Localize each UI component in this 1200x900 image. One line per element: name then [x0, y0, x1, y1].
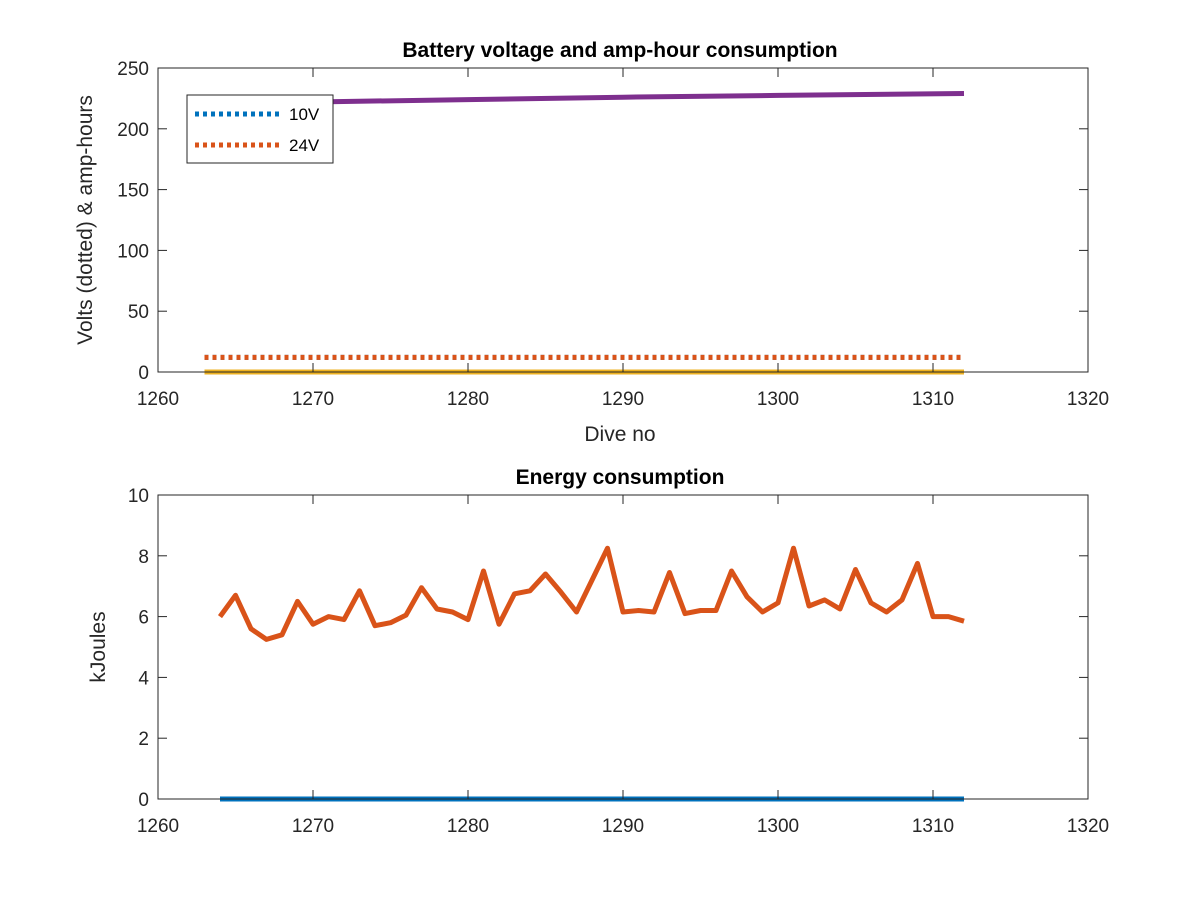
chart2-y-axis-label: kJoules [87, 611, 110, 682]
chart1-x-axis-label: Dive no [584, 423, 655, 446]
chart2-x-tick-label: 1270 [292, 816, 334, 837]
chart1-x-tick-label: 1280 [447, 389, 489, 410]
chart2-y-tick-label: 2 [138, 729, 149, 750]
chart2-x-tick-label: 1320 [1067, 816, 1109, 837]
chart1-x-tick-label: 1260 [137, 389, 179, 410]
chart1-y-axis-label: Volts (dotted) & amp-hours [74, 95, 97, 345]
chart-battery-voltage: 1260 1270 1280 1290 1300 1310 1320 0 50 100 150 200… [74, 39, 1109, 446]
chart2-x-tick-label: 1290 [602, 816, 644, 837]
chart2-series-line-s2 [217, 545, 965, 642]
chart2-y-tick-label: 8 [138, 547, 149, 568]
chart2-x-tick-label: 1260 [137, 816, 179, 837]
chart1-y-tick-label: 200 [117, 120, 149, 141]
chart2-y-tick-label: 10 [128, 486, 149, 507]
chart2-x-tick-label: 1310 [912, 816, 954, 837]
legend-entry-10v: 10V [289, 105, 320, 124]
chart2-y-tick-label: 4 [138, 668, 149, 689]
chart1-x-tick-label: 1300 [757, 389, 799, 410]
chart2-y-tick-label: 0 [138, 790, 149, 811]
chart2-x-tick-label: 1300 [757, 816, 799, 837]
chart1-legend: 10V 24V [186, 94, 334, 164]
chart1-y-tick-label: 250 [117, 59, 149, 80]
chart1-x-tick-label: 1320 [1067, 389, 1109, 410]
chart2-x-tick-label: 1280 [447, 816, 489, 837]
chart1-tick-layer: 1260 1270 1280 1290 1300 1310 1320 0 50 100 150 200… [117, 59, 1109, 410]
chart2-tick-layer: 1260 1270 1280 1290 1300 1310 1320 0 2 4 6 8 10 [128, 486, 1109, 837]
chart1-y-tick-label: 50 [128, 302, 149, 323]
chart1-x-tick-label: 1310 [912, 389, 954, 410]
legend-entry-24v: 24V [289, 136, 320, 155]
chart1-x-tick-label: 1290 [602, 389, 644, 410]
chart2-title: Energy consumption [516, 466, 725, 489]
chart1-x-tick-label: 1270 [292, 389, 334, 410]
chart2-y-tick-label: 6 [138, 608, 149, 629]
chart1-y-tick-label: 150 [117, 181, 149, 202]
chart1-y-tick-label: 0 [138, 363, 149, 384]
chart1-title: Battery voltage and amp-hour consumption [402, 39, 837, 62]
chart-energy-consumption: 1260 1270 1280 1290 1300 1310 1320 0 2 4 6 8 10 Ener… [87, 466, 1109, 837]
chart1-y-tick-label: 100 [117, 241, 149, 262]
legend-box [186, 94, 334, 164]
